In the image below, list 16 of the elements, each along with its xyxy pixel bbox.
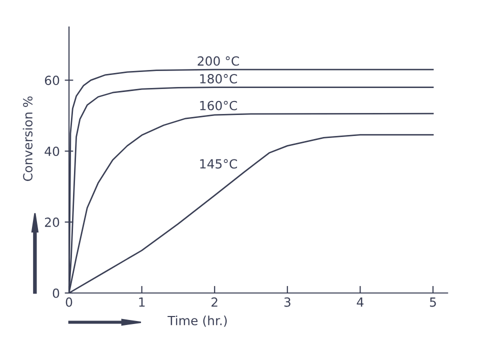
x-tick-label: 1 — [139, 298, 145, 307]
y-tick-label: 40 — [44, 146, 60, 156]
x-tick-label: 3 — [284, 297, 290, 307]
y-axis-title: Conversion % — [22, 96, 33, 181]
x-tick-label: 5 — [430, 298, 436, 307]
y-tick-label: 60 — [44, 76, 60, 86]
series-label: 160°C — [200, 100, 237, 110]
x-tick-label: 4 — [356, 298, 364, 307]
series-label: 145°C — [200, 159, 237, 169]
y-tick-label: 20 — [44, 218, 60, 227]
x-tick-label: 0 — [66, 297, 72, 307]
x-axis-title: Time (hr.) — [168, 316, 227, 327]
x-tick-label: 2 — [212, 297, 218, 307]
series-label: 200 °C — [198, 56, 239, 66]
y-tick-label: 0 — [52, 288, 60, 298]
series-label: 180°C — [200, 74, 237, 84]
